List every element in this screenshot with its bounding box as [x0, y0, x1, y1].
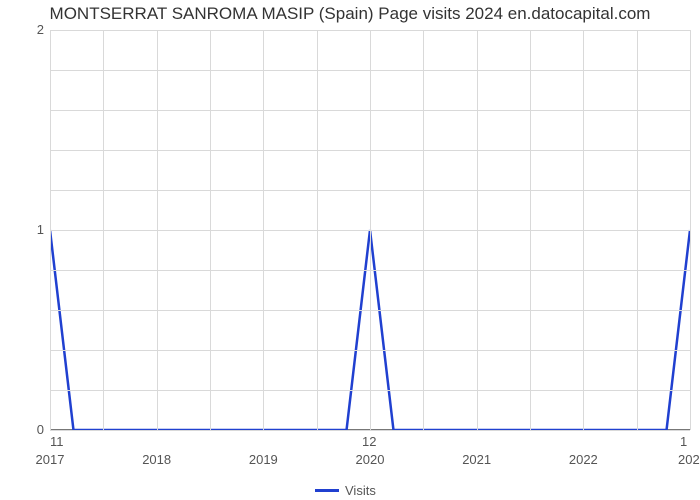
y-tick-label: 0 [14, 422, 44, 437]
gridline-horizontal [50, 230, 690, 231]
gridline-horizontal-minor [50, 110, 690, 111]
legend-label: Visits [345, 483, 376, 498]
x-tick-label: 2018 [127, 452, 187, 467]
x-tick-label: 2019 [233, 452, 293, 467]
gridline-horizontal [50, 430, 690, 431]
x-tick-label: 2020 [340, 452, 400, 467]
gridline-horizontal-minor [50, 70, 690, 71]
y-tick-label: 2 [14, 22, 44, 37]
legend: Visits [315, 483, 376, 498]
legend-swatch [315, 489, 339, 492]
secondary-x-label: 11 [50, 434, 64, 449]
x-tick-label: 2022 [553, 452, 613, 467]
gridline-horizontal-minor [50, 190, 690, 191]
gridline-horizontal [50, 30, 690, 31]
gridline-horizontal-minor [50, 350, 690, 351]
y-tick-label: 1 [14, 222, 44, 237]
gridline-horizontal-minor [50, 270, 690, 271]
gridline-horizontal-minor [50, 310, 690, 311]
visits-chart: MONTSERRAT SANROMA MASIP (Spain) Page vi… [0, 0, 700, 500]
gridline-horizontal-minor [50, 150, 690, 151]
x-tick-label: 2021 [447, 452, 507, 467]
gridline-vertical [690, 30, 691, 430]
gridline-horizontal-minor [50, 390, 690, 391]
secondary-x-label: 12 [362, 434, 376, 449]
x-tick-label-edge: 202 [678, 452, 700, 467]
chart-title: MONTSERRAT SANROMA MASIP (Spain) Page vi… [0, 4, 700, 24]
secondary-x-label: 1 [680, 434, 687, 449]
plot-area [50, 30, 690, 430]
x-tick-label: 2017 [20, 452, 80, 467]
